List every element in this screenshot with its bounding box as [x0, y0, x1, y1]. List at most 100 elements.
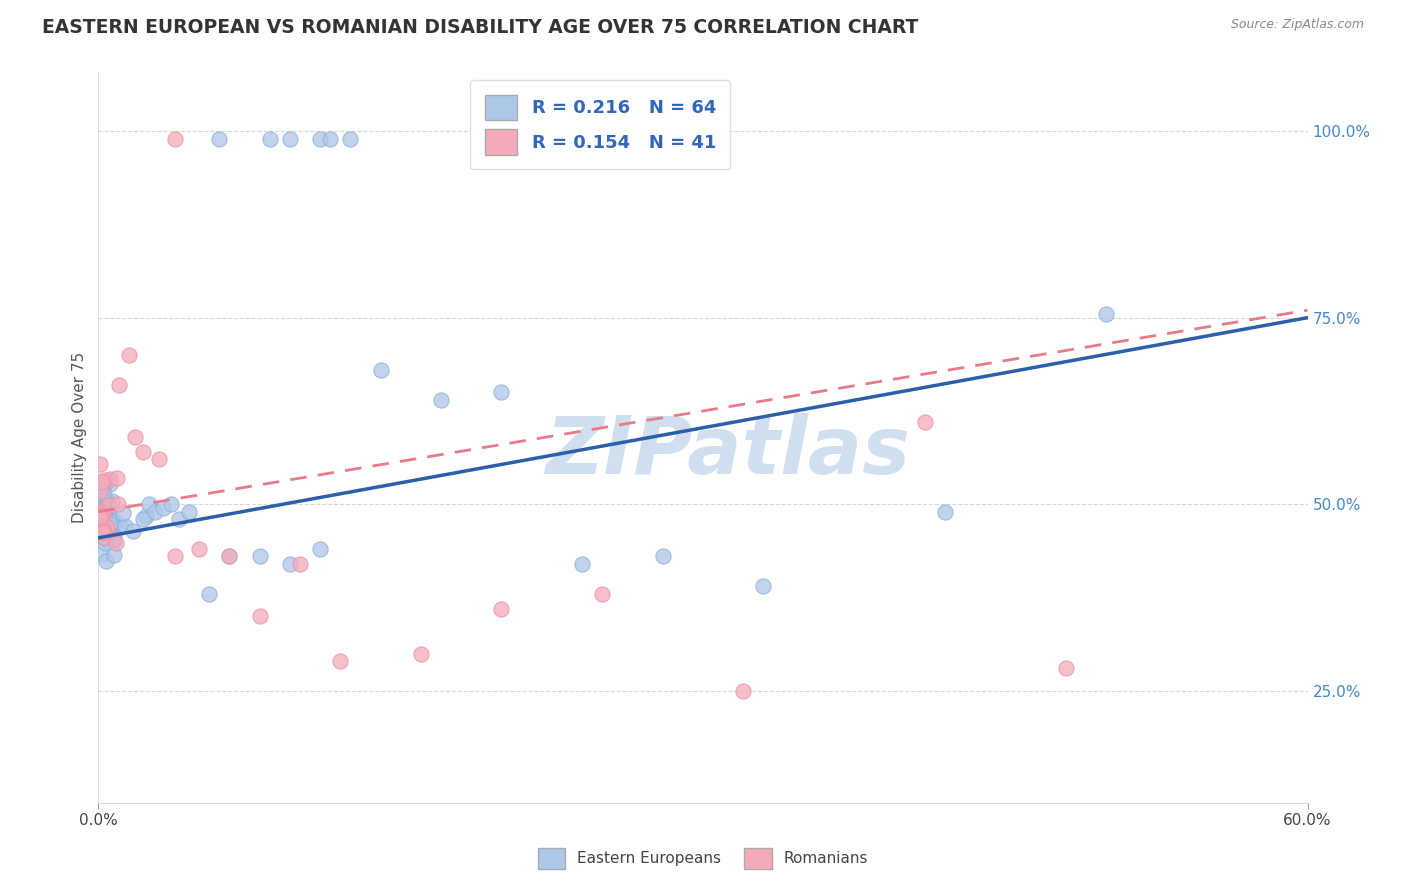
Point: [309, 542, 332, 557]
Point: [1054, 661, 1077, 675]
Point: [107, 377, 129, 392]
Point: [91, 547, 114, 561]
Point: [309, 131, 332, 145]
Point: [93, 473, 115, 487]
Point: [163, 131, 186, 145]
Point: [89, 510, 111, 524]
Text: EASTERN EUROPEAN VS ROMANIAN DISABILITY AGE OVER 75 CORRELATION CHART: EASTERN EUROPEAN VS ROMANIAN DISABILITY …: [42, 18, 918, 37]
Point: [934, 505, 956, 519]
Point: [97, 509, 120, 524]
Point: [111, 507, 134, 521]
Point: [288, 557, 311, 571]
Point: [89, 504, 111, 518]
Point: [733, 683, 755, 698]
Point: [96, 494, 118, 508]
Point: [179, 505, 201, 519]
Point: [89, 483, 111, 498]
Point: [103, 529, 125, 543]
Point: [93, 510, 115, 524]
Point: [104, 514, 127, 528]
Point: [90, 516, 112, 530]
Point: [124, 430, 146, 444]
Point: [160, 497, 183, 511]
Point: [135, 508, 157, 523]
Point: [96, 554, 118, 568]
Point: [91, 482, 114, 496]
Point: [339, 131, 361, 145]
Point: [132, 512, 155, 526]
Point: [152, 500, 174, 515]
Point: [90, 500, 112, 514]
Point: [91, 530, 114, 544]
Point: [89, 520, 111, 534]
Point: [101, 494, 124, 508]
Point: [430, 392, 453, 407]
Point: [752, 579, 775, 593]
Legend: Eastern Europeans, Romanians: Eastern Europeans, Romanians: [531, 841, 875, 875]
Point: [94, 506, 117, 520]
Point: [98, 472, 121, 486]
Point: [143, 505, 166, 519]
Point: [218, 549, 240, 564]
Point: [148, 452, 170, 467]
Point: [409, 647, 432, 661]
Point: [249, 549, 271, 564]
Point: [167, 512, 190, 526]
Point: [94, 536, 117, 550]
Point: [97, 507, 120, 521]
Point: [103, 533, 125, 548]
Point: [93, 529, 115, 543]
Point: [96, 520, 118, 534]
Point: [98, 527, 121, 541]
Point: [98, 525, 121, 540]
Text: Source: ZipAtlas.com: Source: ZipAtlas.com: [1230, 18, 1364, 31]
Point: [89, 508, 111, 523]
Point: [491, 601, 513, 615]
Point: [98, 499, 121, 513]
Point: [90, 483, 112, 497]
Point: [591, 587, 613, 601]
Point: [491, 385, 513, 400]
Point: [249, 609, 271, 624]
Point: [91, 513, 114, 527]
Point: [91, 522, 114, 536]
Point: [319, 131, 342, 145]
Point: [138, 497, 160, 511]
Point: [89, 518, 111, 533]
Point: [93, 477, 115, 491]
Point: [114, 519, 136, 533]
Point: [278, 131, 301, 145]
Point: [105, 471, 128, 485]
Point: [91, 508, 114, 522]
Point: [103, 548, 125, 562]
Point: [91, 492, 114, 507]
Point: [90, 508, 112, 522]
Legend: R = 0.216   N = 64, R = 0.154   N = 41: R = 0.216 N = 64, R = 0.154 N = 41: [470, 80, 730, 169]
Point: [100, 514, 122, 528]
Point: [98, 517, 121, 532]
Point: [329, 654, 352, 668]
Point: [132, 445, 155, 459]
Text: ZIPatlas: ZIPatlas: [544, 413, 910, 491]
Point: [481, 131, 503, 145]
Point: [93, 505, 115, 519]
Point: [218, 549, 240, 564]
Point: [914, 415, 936, 429]
Point: [188, 542, 211, 557]
Point: [94, 510, 117, 524]
Point: [96, 497, 118, 511]
Point: [163, 549, 186, 564]
Point: [651, 549, 673, 564]
Point: [110, 519, 132, 533]
Point: [97, 499, 120, 513]
Point: [89, 457, 111, 471]
Point: [100, 476, 122, 491]
Point: [94, 501, 117, 516]
Point: [94, 531, 117, 545]
Point: [118, 348, 141, 362]
Point: [278, 557, 301, 571]
Point: [91, 475, 114, 489]
Point: [1095, 307, 1118, 321]
Point: [103, 532, 125, 546]
Point: [107, 497, 129, 511]
